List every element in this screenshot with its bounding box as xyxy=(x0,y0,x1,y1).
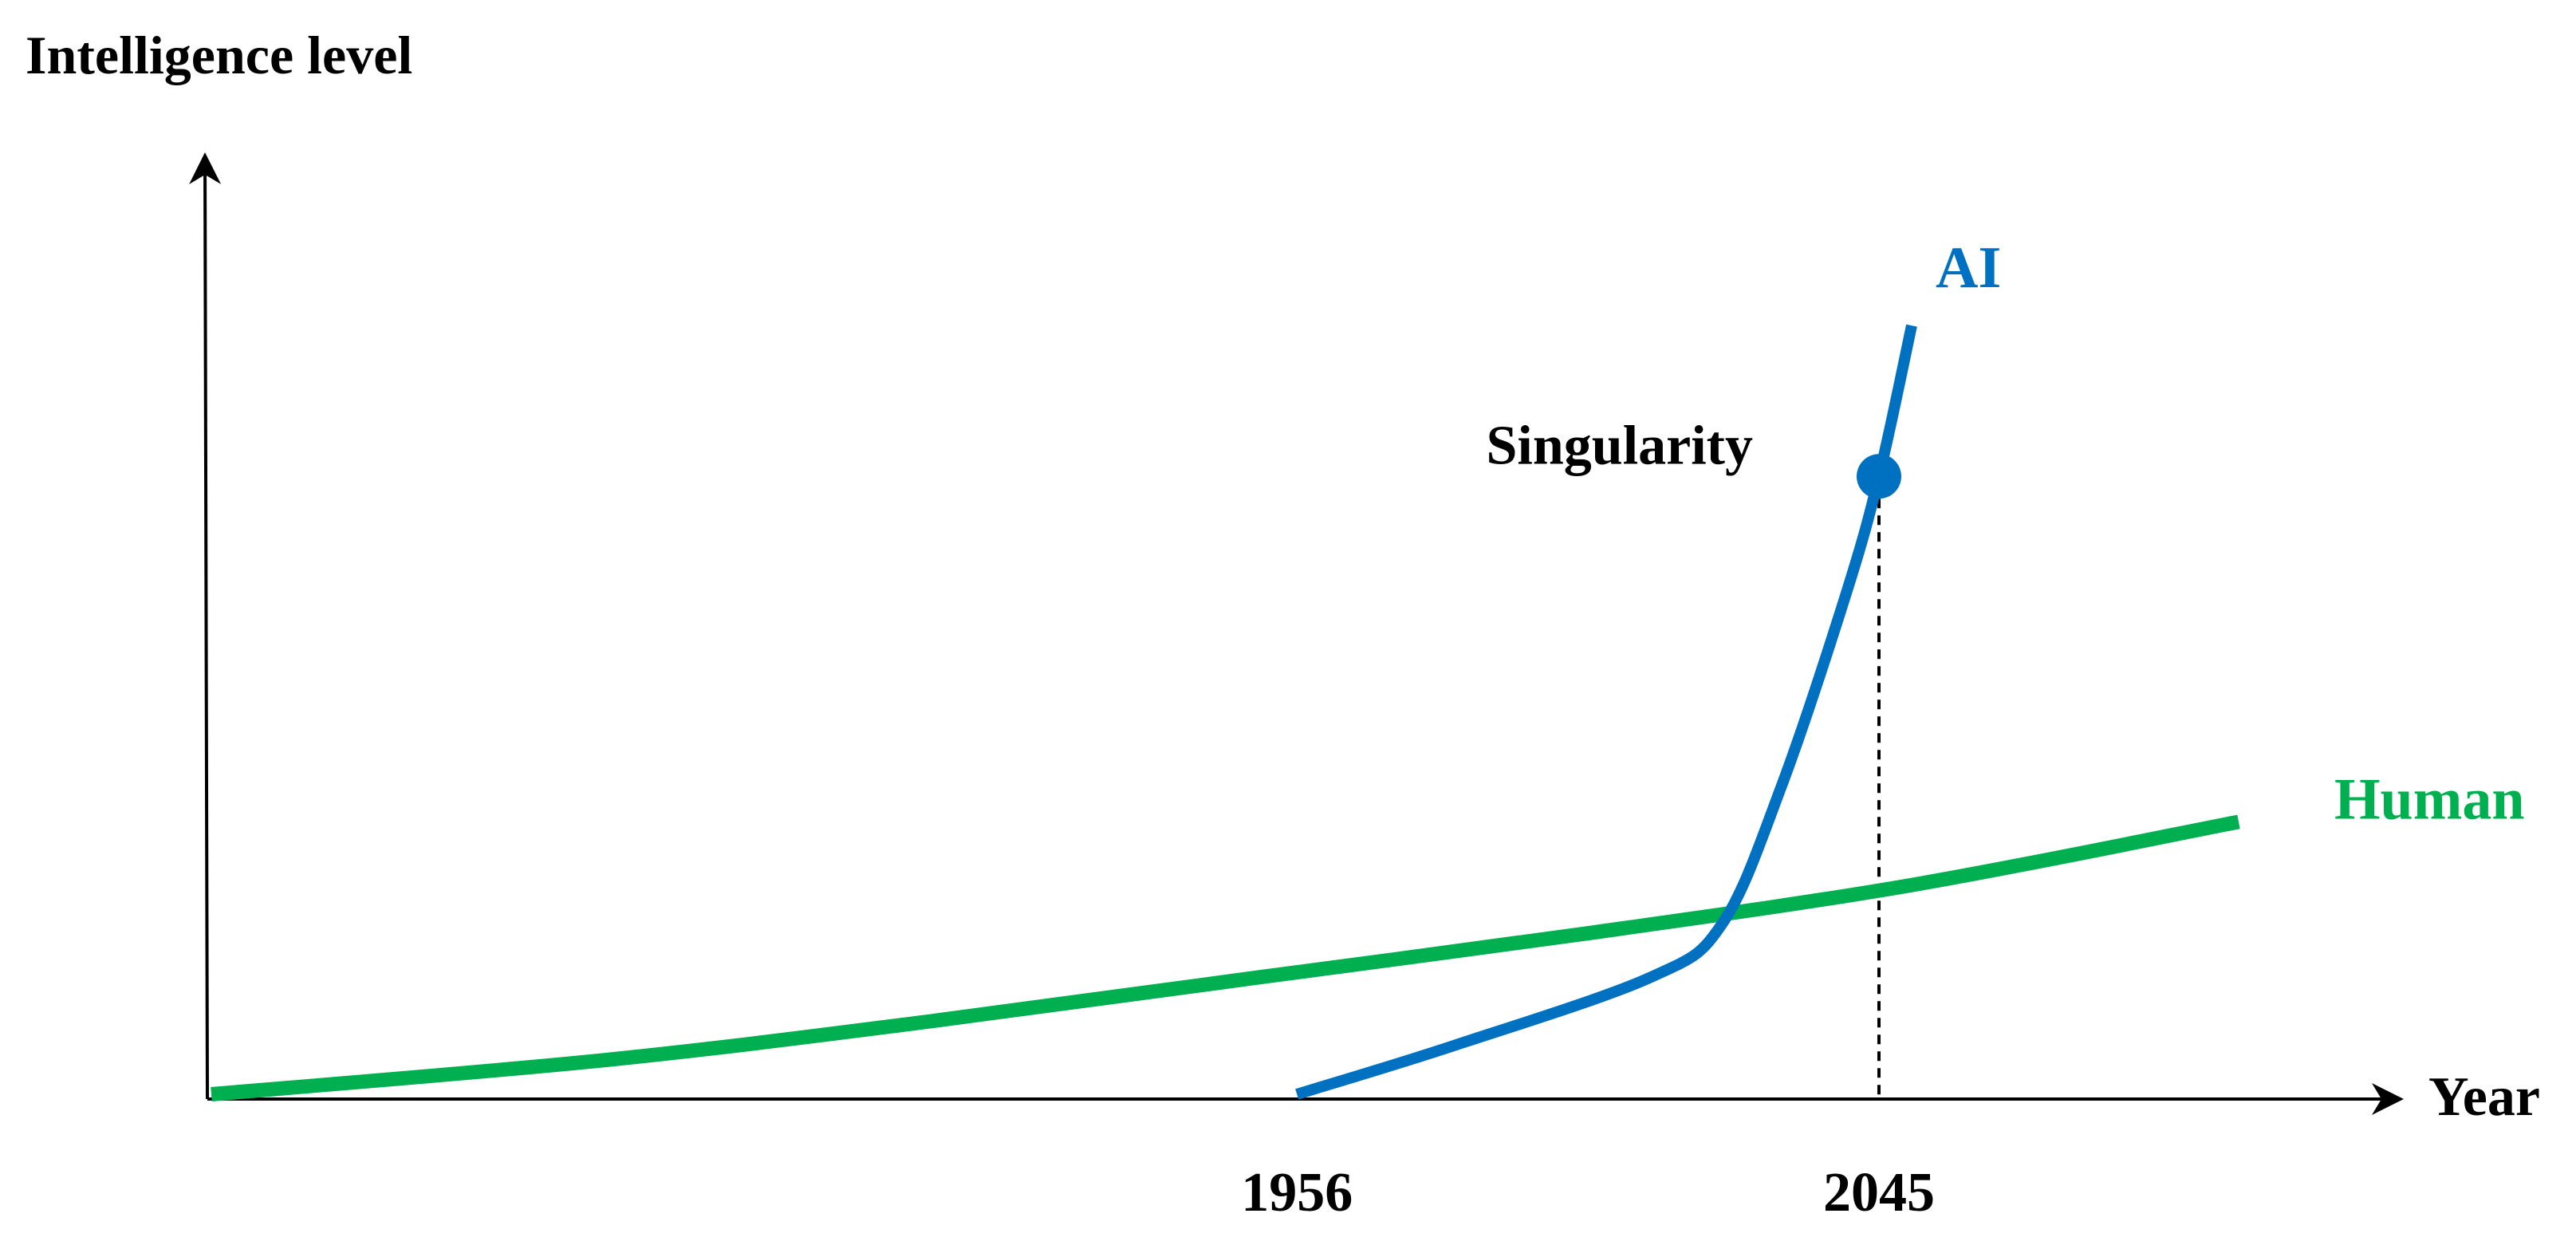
x-tick-label-2045: 2045 xyxy=(1823,1162,1935,1223)
series-label-human: Human xyxy=(2334,766,2525,832)
series-label-ai: AI xyxy=(1936,235,2001,301)
singularity-point xyxy=(1857,454,1901,499)
x-axis-title: Year xyxy=(2428,1066,2540,1128)
x-tick-label-1956: 1956 xyxy=(1241,1162,1353,1223)
singularity-label: Singularity xyxy=(1486,415,1753,476)
y-axis-title: Intelligence level xyxy=(26,25,412,85)
y-axis xyxy=(189,152,222,1100)
human-curve xyxy=(211,814,2240,1101)
